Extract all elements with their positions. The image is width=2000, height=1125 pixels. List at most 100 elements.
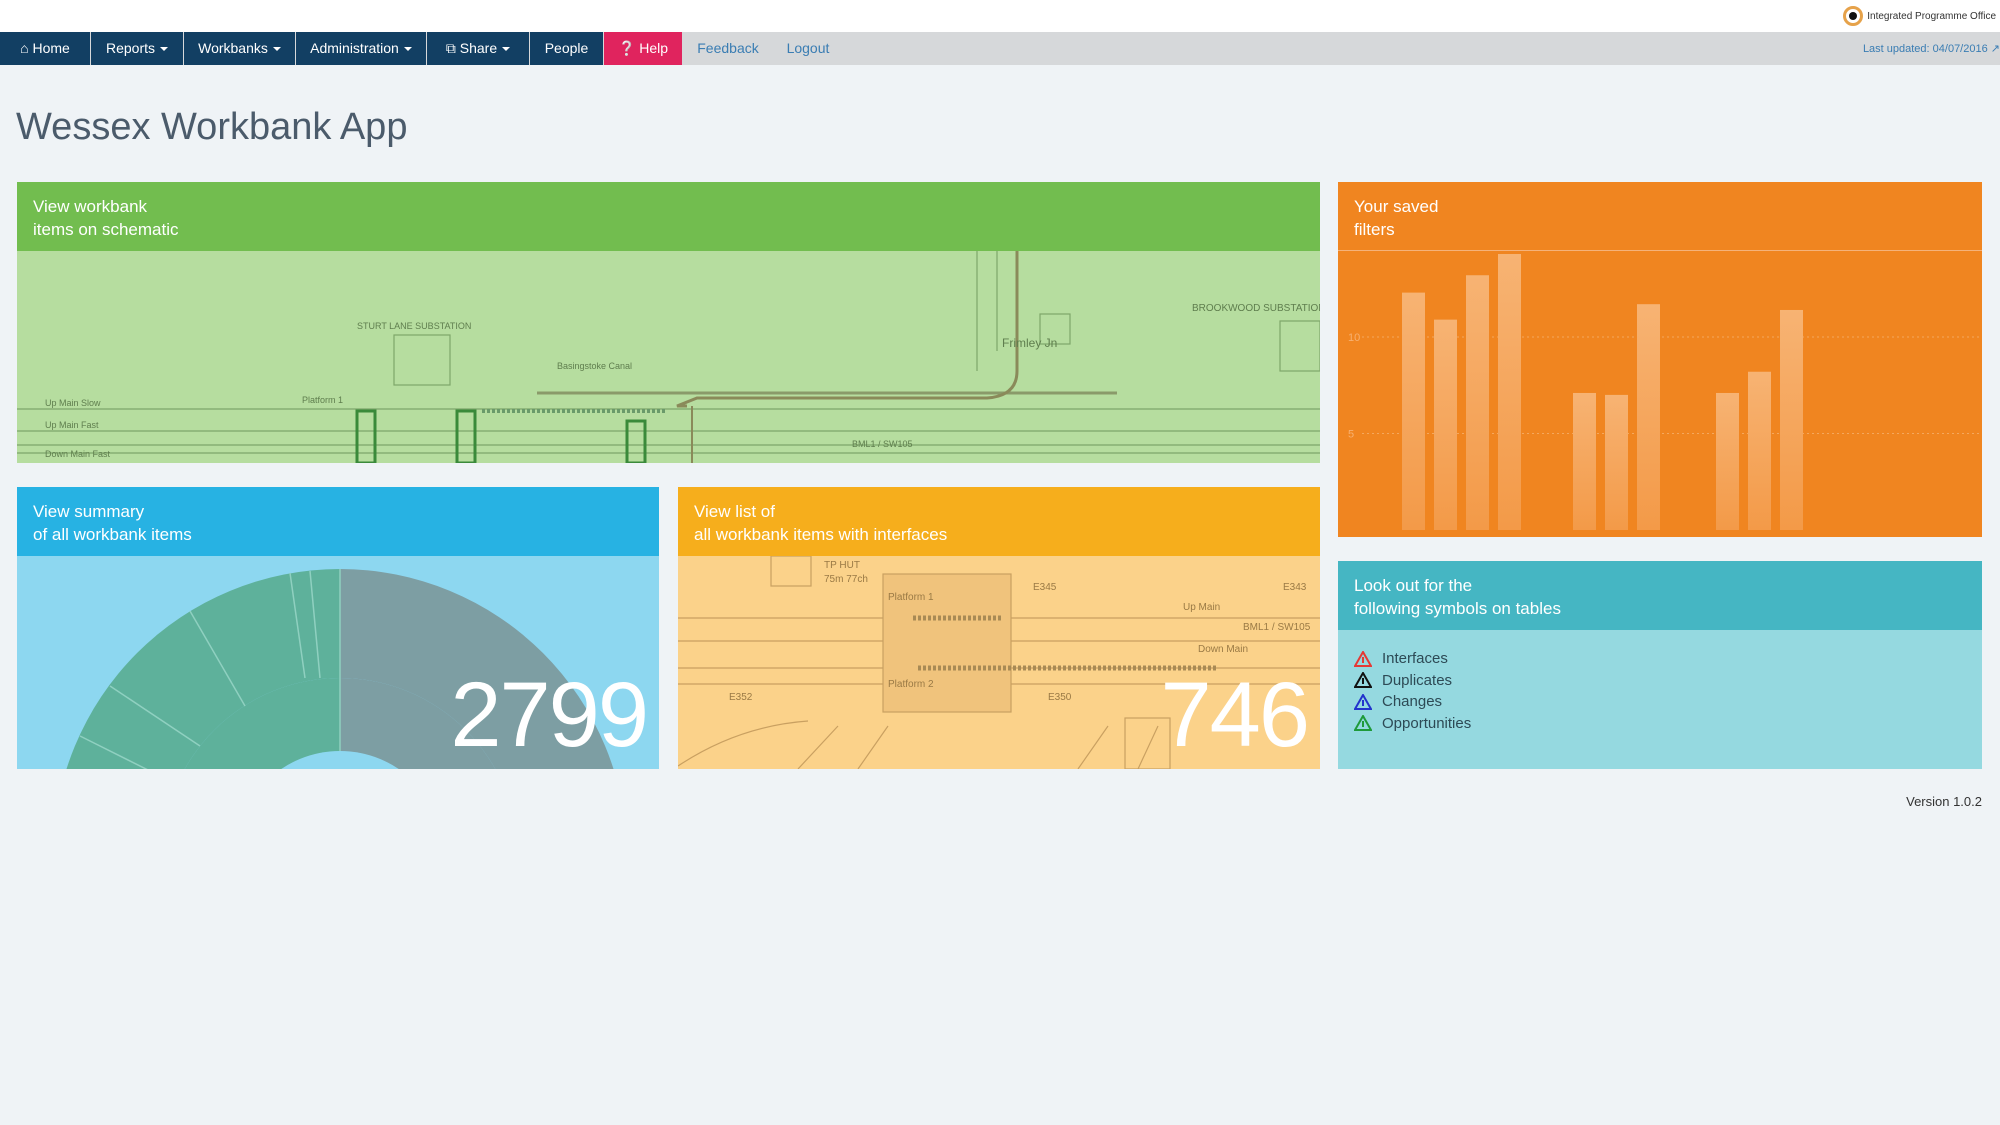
warning-triangle-icon <box>1354 672 1372 689</box>
nav-home[interactable]: ⌂ Home <box>0 32 90 65</box>
symbols-legend: Interfaces Duplicates Changes Opportunit… <box>1338 630 1487 752</box>
legend-label: Opportunities <box>1382 714 1472 732</box>
bar <box>1434 319 1457 530</box>
legend-item-duplicates: Duplicates <box>1354 670 1471 692</box>
nav-label: Share <box>459 40 498 56</box>
legend-label: Changes <box>1382 693 1443 710</box>
schematic-label: STURT LANE SUBSTATION <box>357 321 471 331</box>
bar <box>1573 392 1596 530</box>
nav-administration[interactable]: Administration <box>296 32 426 65</box>
bar <box>1716 392 1739 530</box>
home-icon: ⌂ <box>20 40 33 56</box>
question-circle-icon: ❔ <box>617 40 640 56</box>
nav-people[interactable]: People <box>530 32 603 65</box>
legend-item-interfaces: Interfaces <box>1354 648 1471 670</box>
nav-workbanks[interactable]: Workbanks <box>184 32 295 65</box>
schematic-label: Frimley Jn <box>1002 336 1057 350</box>
brand-logo-icon <box>1843 6 1864 26</box>
saved-filters-tile[interactable]: Your saved filters 5 10 <box>1338 182 1982 537</box>
warning-triangle-icon <box>1354 693 1372 710</box>
nav-bar: ⌂ Home Reports Workbanks Administration … <box>0 32 2000 65</box>
schematic-label: Platform 1 <box>302 395 343 405</box>
interfaces-count: 746 <box>1160 664 1310 766</box>
tile-title-line2: items on schematic <box>33 220 179 239</box>
schematic-label: 75m 77ch <box>824 574 868 585</box>
version-text: Version 1.0.2 <box>1906 794 1982 809</box>
external-link-icon: ↗ <box>1990 43 2000 55</box>
nav-label: People <box>544 40 589 56</box>
y-tick-label: 10 <box>1348 332 1360 344</box>
schematic-label: E345 <box>1033 582 1057 593</box>
legend-label: Duplicates <box>1382 671 1453 689</box>
nav-logout[interactable]: Logout <box>772 32 844 65</box>
caret-down-icon <box>272 47 281 52</box>
bar <box>1402 292 1425 530</box>
schematic-label: Up Main <box>1183 602 1220 613</box>
tile-title-line1: View workbank <box>33 197 148 216</box>
tile-title-line1: View summary <box>33 502 145 521</box>
caret-down-icon <box>502 47 511 52</box>
warning-triangle-icon <box>1354 715 1372 732</box>
schematic-label: Platform 1 <box>888 592 934 603</box>
interfaces-schematic-image: TP HUT 75m 77ch Platform 1 Platform 2 E3… <box>678 556 1320 769</box>
nav-feedback[interactable]: Feedback <box>684 32 772 65</box>
schematic-label: BROOKWOOD SUBSTATION <box>1192 303 1320 314</box>
brand: Integrated Programme Office <box>1843 6 1996 26</box>
nav-label: Help <box>639 40 669 56</box>
page-title: Wessex Workbank App <box>16 106 408 148</box>
tile-title-line1: View list of <box>694 502 775 521</box>
bar <box>1637 304 1660 530</box>
total-items-count: 2799 <box>450 664 649 766</box>
share-icon: ⧉ <box>445 40 460 56</box>
nav-reports[interactable]: Reports <box>91 32 183 65</box>
last-updated-text: Last updated: 04/07/2016 <box>1862 43 1988 55</box>
schematic-label: BML1 / SW105 <box>852 439 913 449</box>
last-updated-link[interactable]: Last updated: 04/07/2016 ↗ <box>1863 42 2000 55</box>
interfaces-tile[interactable]: View list of all workbank items with inte… <box>678 487 1320 769</box>
brand-name: Integrated Programme Office <box>1867 10 1996 22</box>
saved-filters-chart: 5 10 <box>1348 254 1982 530</box>
schematic-label: Up Main Slow <box>45 398 101 408</box>
bar <box>1748 371 1771 530</box>
nav-label: Reports <box>105 40 156 56</box>
bar <box>1780 309 1803 530</box>
schematic-label: BML1 / SW105 <box>1243 622 1311 633</box>
tile-title-line2: following symbols on tables <box>1354 599 1561 618</box>
caret-down-icon <box>160 47 169 52</box>
schematic-label: Down Main <box>1198 644 1248 655</box>
legend-item-changes: Changes <box>1354 691 1471 713</box>
tile-title-line2: filters <box>1354 220 1395 239</box>
top-bar: Integrated Programme Office <box>0 0 2000 32</box>
tile-header: Your saved filters <box>1338 182 1982 251</box>
schematic-label: TP HUT <box>824 560 860 571</box>
warning-triangle-icon <box>1354 650 1372 667</box>
tile-title-line2: of all workbank items <box>33 525 192 544</box>
bar <box>1466 275 1489 530</box>
tile-title-line2: all workbank items with interfaces <box>694 525 948 544</box>
bar <box>1498 254 1521 530</box>
nav-label: Administration <box>310 40 399 56</box>
tile-title-line1: Look out for the <box>1354 576 1473 595</box>
schematic-image: Frimley Jn Up Main Slow Up Main Fast Dow… <box>17 251 1320 463</box>
legend-label: Interfaces <box>1382 650 1448 667</box>
schematic-tile[interactable]: View workbank items on schematic Frimley … <box>17 182 1320 463</box>
schematic-label: E343 <box>1283 582 1307 593</box>
schematic-label: Down Main Fast <box>45 449 111 459</box>
tile-header: View summary of all workbank items <box>17 487 659 556</box>
bar <box>1605 394 1628 530</box>
nav-label: Home <box>32 40 70 56</box>
schematic-label: E350 <box>1048 692 1072 703</box>
nav-share[interactable]: ⧉ Share <box>427 32 529 65</box>
caret-down-icon <box>403 47 412 52</box>
symbols-tile: Look out for the following symbols on tab… <box>1338 561 1982 769</box>
schematic-label: Platform 2 <box>888 679 934 690</box>
legend-item-opportunities: Opportunities <box>1354 713 1471 735</box>
nav-help[interactable]: ❔ Help <box>604 32 682 65</box>
schematic-label: E352 <box>729 692 753 703</box>
y-tick-label: 5 <box>1348 429 1354 441</box>
summary-tile[interactable]: View summary of all workbank items 2799 <box>17 487 659 769</box>
tile-title-line1: Your saved <box>1354 197 1439 216</box>
nav-label: Logout <box>786 40 830 56</box>
schematic-label: Basingstoke Canal <box>557 361 632 371</box>
tile-header: Look out for the following symbols on tab… <box>1338 561 1982 630</box>
